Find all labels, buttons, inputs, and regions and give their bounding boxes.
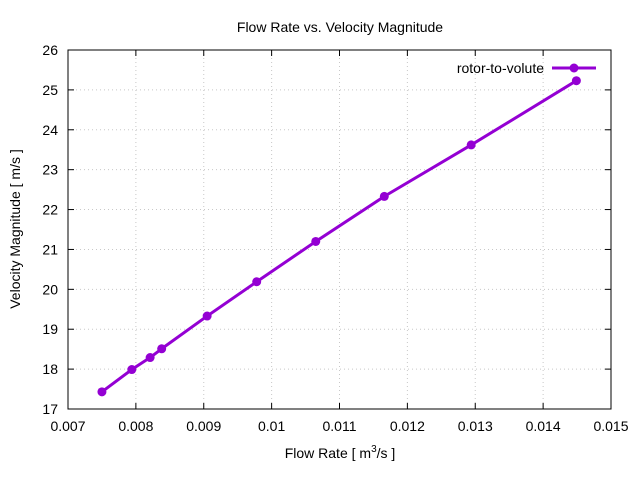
x-tick-label: 0.015 (593, 418, 628, 434)
y-tick-label: 26 (42, 42, 58, 58)
y-tick-label: 22 (42, 202, 58, 218)
y-tick-label: 19 (42, 321, 58, 337)
legend-label: rotor-to-volute (457, 60, 544, 76)
y-axis: 17 18 19 20 21 22 23 24 25 26 (42, 42, 611, 417)
x-axis: 0.007 0.008 0.009 0.01 0.011 0.012 0.013 0.014 0… (50, 50, 629, 434)
x-tick-label: 0.008 (118, 418, 153, 434)
x-tick-label: 0.012 (390, 418, 425, 434)
x-tick-label: 0.011 (323, 418, 357, 434)
grid (68, 50, 611, 409)
y-axis-label: Velocity Magnitude [ m/s ] (7, 149, 23, 309)
x-tick-label: 0.009 (186, 418, 221, 434)
x-axis-label-tail: /s ] (377, 445, 396, 461)
data-point (202, 311, 212, 321)
data-point (466, 140, 476, 150)
data-point (571, 76, 581, 86)
y-tick-label: 25 (42, 82, 58, 98)
x-tick-label: 0.014 (526, 418, 561, 434)
y-tick-label: 21 (42, 241, 58, 257)
y-tick-label: 17 (42, 401, 58, 417)
y-tick-label: 18 (42, 361, 58, 377)
x-tick-label: 0.013 (458, 418, 493, 434)
y-tick-label: 23 (42, 162, 58, 178)
legend-marker (569, 63, 579, 73)
x-axis-label: Flow Rate [ m3/s ] (285, 444, 396, 461)
data-point (157, 344, 167, 354)
chart-title: Flow Rate vs. Velocity Magnitude (237, 19, 443, 35)
data-point (97, 387, 107, 397)
x-axis-label-main: Flow Rate [ m (285, 445, 371, 461)
x-tick-label: 0.01 (258, 418, 285, 434)
series-line (101, 79, 578, 394)
x-tick-label: 0.007 (50, 418, 85, 434)
series-layer (97, 76, 581, 397)
data-point (145, 353, 155, 363)
x-axis-label-superscript: 3 (371, 444, 377, 455)
legend: rotor-to-volute (457, 60, 596, 76)
data-point (127, 365, 137, 375)
data-point (379, 191, 389, 201)
y-tick-label: 20 (42, 281, 58, 297)
data-point (311, 236, 321, 246)
data-point (252, 277, 262, 287)
y-tick-label: 24 (42, 122, 58, 138)
